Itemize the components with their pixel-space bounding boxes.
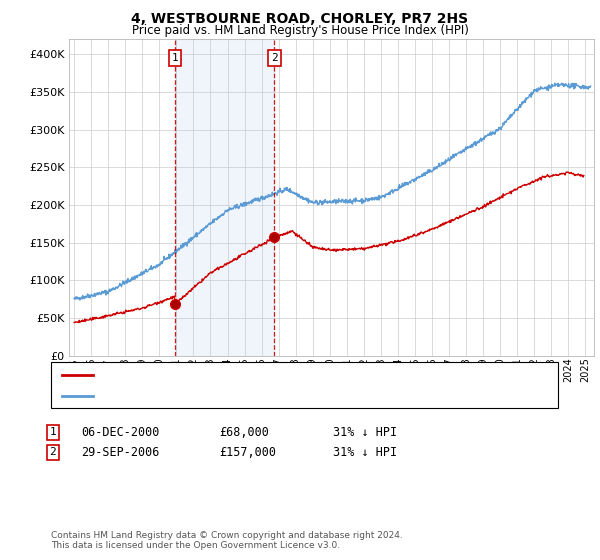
Text: 1: 1: [172, 53, 178, 63]
Text: 4, WESTBOURNE ROAD, CHORLEY, PR7 2HS: 4, WESTBOURNE ROAD, CHORLEY, PR7 2HS: [131, 12, 469, 26]
Text: 4, WESTBOURNE ROAD, CHORLEY, PR7 2HS (detached house): 4, WESTBOURNE ROAD, CHORLEY, PR7 2HS (de…: [99, 370, 430, 380]
Text: 31% ↓ HPI: 31% ↓ HPI: [333, 426, 397, 439]
Text: £68,000: £68,000: [219, 426, 269, 439]
Text: 31% ↓ HPI: 31% ↓ HPI: [333, 446, 397, 459]
Text: Contains HM Land Registry data © Crown copyright and database right 2024.
This d: Contains HM Land Registry data © Crown c…: [51, 530, 403, 550]
Text: 29-SEP-2006: 29-SEP-2006: [81, 446, 160, 459]
Text: 2: 2: [271, 53, 278, 63]
Text: Price paid vs. HM Land Registry's House Price Index (HPI): Price paid vs. HM Land Registry's House …: [131, 24, 469, 37]
Text: £157,000: £157,000: [219, 446, 276, 459]
Text: 1: 1: [49, 427, 56, 437]
Text: 06-DEC-2000: 06-DEC-2000: [81, 426, 160, 439]
Text: HPI: Average price, detached house, Chorley: HPI: Average price, detached house, Chor…: [99, 391, 368, 401]
Bar: [175, 39, 274, 356]
Text: 2: 2: [49, 447, 56, 458]
